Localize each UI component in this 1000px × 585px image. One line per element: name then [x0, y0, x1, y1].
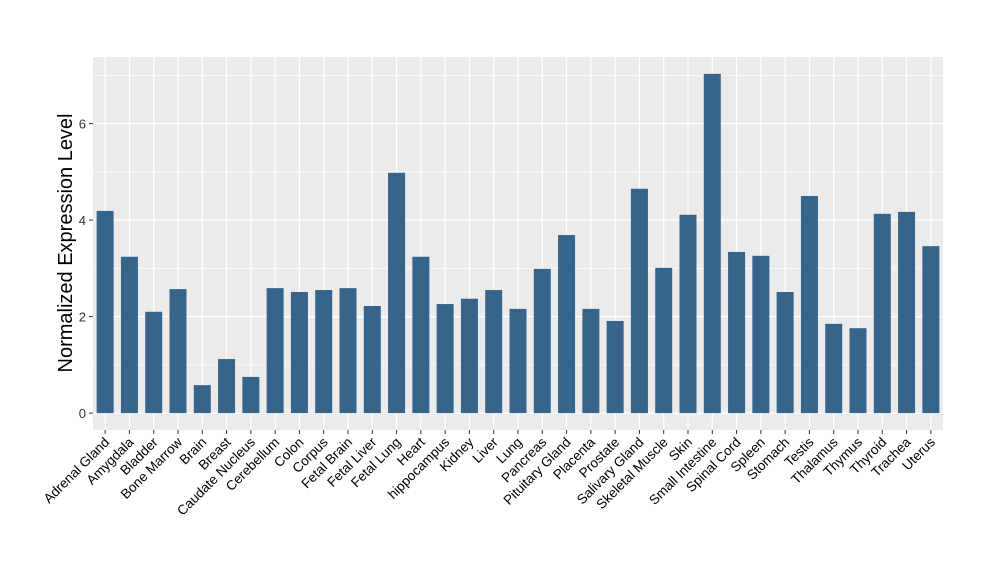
bar-cerebellum	[266, 288, 284, 414]
y-axis-label: Normalized Expression Level	[55, 113, 77, 372]
bar-thalamus	[825, 323, 843, 414]
bar-lung	[509, 308, 527, 414]
bar-spinal-cord	[728, 251, 746, 414]
bar-testis	[800, 195, 818, 414]
bar-stomach	[776, 291, 794, 414]
bar-bone-marrow	[169, 289, 187, 414]
bar-salivary-gland	[630, 188, 648, 414]
bar-caudate-nucleus	[242, 376, 260, 414]
bar-spleen	[752, 255, 770, 414]
bar-thymus	[849, 328, 867, 414]
bar-trachea	[898, 211, 916, 414]
bar-heart	[412, 256, 430, 414]
bar-corpus	[315, 290, 333, 414]
bar-fetal-lung	[388, 172, 406, 414]
y-tick-label: 6	[79, 117, 86, 132]
bar-thyroid	[873, 213, 891, 414]
y-tick-label: 2	[79, 310, 86, 325]
bar-placenta	[582, 308, 600, 414]
bar-hippocampus	[436, 304, 454, 414]
bar-pituitary-gland	[558, 235, 576, 414]
bar-kidney	[460, 298, 478, 414]
y-tick-label: 4	[79, 213, 86, 228]
bar-uterus	[922, 246, 940, 414]
bar-adrenal-gland	[96, 210, 114, 414]
bar-breast	[218, 359, 236, 414]
bar-brain	[193, 385, 211, 414]
x-tick-label: Liver	[470, 434, 502, 466]
bar-fetal-brain	[339, 288, 357, 414]
bar-liver	[485, 290, 503, 414]
y-tick-label: 0	[79, 406, 86, 421]
bar-colon	[290, 291, 308, 414]
bar-amygdala	[120, 256, 138, 414]
bar-skin	[679, 214, 697, 414]
bar-fetal-liver	[363, 305, 381, 414]
bar-small-intestine	[703, 73, 721, 414]
bar-pancreas	[533, 268, 551, 414]
bar-prostate	[606, 320, 624, 414]
bar-skeletal-muscle	[655, 267, 673, 414]
bar-bladder	[145, 311, 163, 414]
